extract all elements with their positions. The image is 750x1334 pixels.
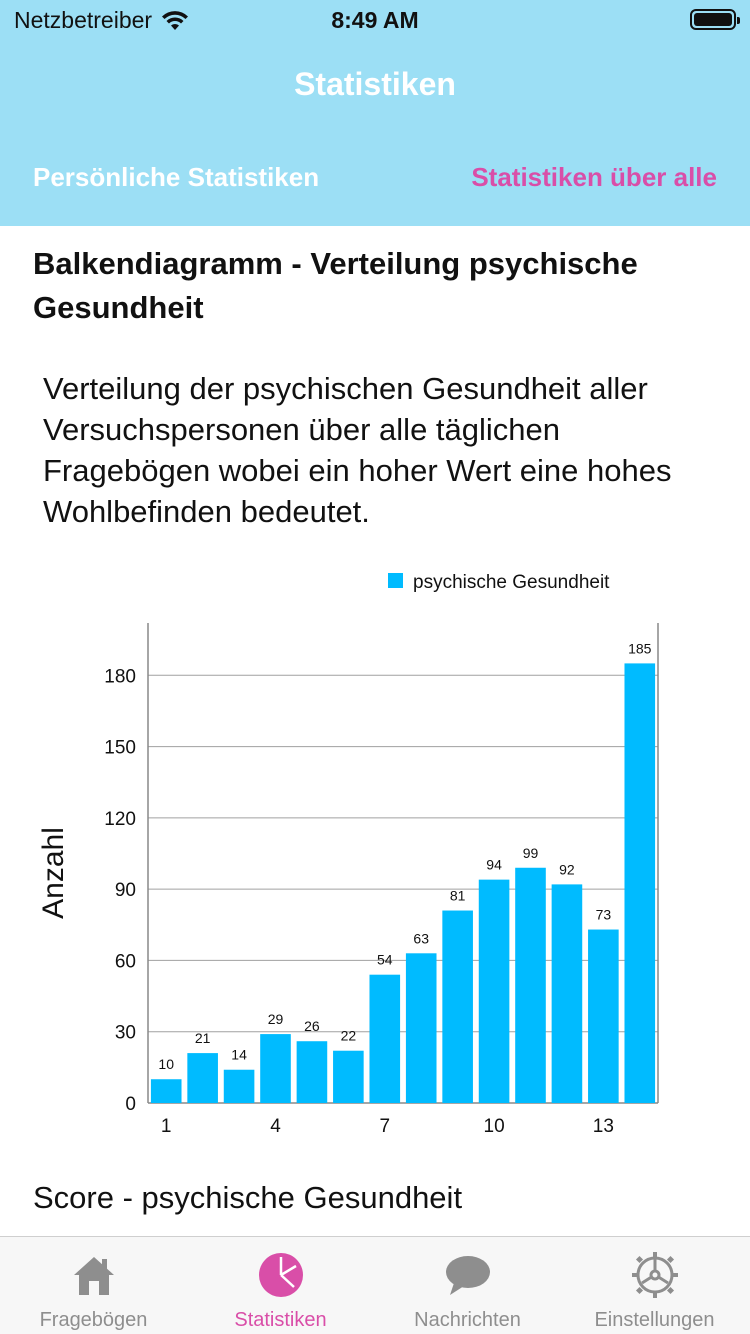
bar-value-label: 14 <box>231 1047 247 1063</box>
bar-value-label: 63 <box>413 930 429 946</box>
tabbar-label: Nachrichten <box>414 1309 521 1331</box>
y-tick-label: 150 <box>104 738 136 759</box>
status-bar: Netzbetreiber 8:49 AM <box>0 0 750 40</box>
section-title: Balkendiagramm - Verteilung psychische G… <box>33 246 638 325</box>
bar-value-label: 94 <box>486 857 502 873</box>
chart-description: Verteilung der psychischen Gesundheit al… <box>43 371 672 529</box>
legend-swatch <box>388 573 403 588</box>
tab-statistics-all[interactable]: Statistiken über alle <box>471 162 717 192</box>
bar-value-label: 185 <box>628 640 652 656</box>
x-tick-label: 7 <box>379 1116 390 1137</box>
carrier: Netzbetreiber <box>14 7 190 34</box>
tabbar-label: Fragebögen <box>39 1309 148 1331</box>
battery-icon <box>690 9 740 30</box>
x-tick-label: 1 <box>161 1116 172 1137</box>
bar-value-label: 21 <box>195 1030 211 1046</box>
x-tick-label: 10 <box>484 1116 505 1137</box>
speech-bubble-icon <box>445 1256 490 1295</box>
x-tick-label: 4 <box>270 1116 281 1137</box>
bar <box>588 929 619 1103</box>
bar <box>150 1079 182 1103</box>
y-tick-label: 180 <box>104 666 136 687</box>
bar <box>223 1069 255 1103</box>
bar <box>333 1050 364 1103</box>
bar-value-label: 10 <box>158 1056 174 1072</box>
bar-value-label: 73 <box>596 907 612 923</box>
x-tick-label: 13 <box>593 1116 614 1137</box>
gear-icon <box>631 1252 678 1298</box>
y-tick-label: 30 <box>115 1023 136 1044</box>
y-tick-label: 90 <box>115 880 136 901</box>
tab-bar: Fragebögen Statistiken Nachrichten <box>0 1236 750 1334</box>
bar <box>187 1053 218 1103</box>
bar <box>515 867 546 1103</box>
bar <box>405 953 437 1103</box>
tabbar-label: Einstellungen <box>594 1309 715 1331</box>
score-section-title: Score - psychische Gesundheit <box>33 1180 463 1215</box>
tabbar-item-fragebogen[interactable]: Fragebögen <box>0 1237 187 1334</box>
tabbar-item-statistiken[interactable]: Statistiken <box>187 1237 374 1334</box>
bar <box>624 663 656 1103</box>
bar-value-label: 99 <box>523 845 539 861</box>
page-title: Statistiken <box>294 66 456 102</box>
house-icon <box>73 1257 114 1295</box>
y-tick-label: 120 <box>104 809 136 830</box>
header: Netzbetreiber 8:49 AM Statistiken Persön… <box>0 0 750 226</box>
tabbar-item-nachrichten[interactable]: Nachrichten <box>374 1237 561 1334</box>
bar-value-label: 54 <box>377 952 393 968</box>
clock: 8:49 AM <box>331 7 419 33</box>
bar-value-label: 22 <box>341 1028 357 1044</box>
bar <box>296 1041 328 1103</box>
y-tick-label: 60 <box>115 951 136 972</box>
wifi-icon <box>162 10 189 30</box>
tabbar-label: Statistiken <box>234 1309 327 1331</box>
bar-value-label: 81 <box>450 888 466 904</box>
bar <box>369 974 401 1103</box>
bar <box>260 1034 291 1103</box>
bar-value-label: 92 <box>559 861 575 877</box>
bar-value-label: 29 <box>268 1011 284 1027</box>
carrier-label: Netzbetreiber <box>14 7 153 33</box>
tab-personal-statistics[interactable]: Persönliche Statistiken <box>33 162 320 192</box>
bar <box>478 879 510 1103</box>
y-tick-label: 0 <box>125 1094 136 1115</box>
tabbar-item-einstellungen[interactable]: Einstellungen <box>561 1237 748 1334</box>
pie-chart-icon <box>258 1253 303 1297</box>
bar <box>442 910 473 1103</box>
y-axis-title: Anzahl <box>37 827 70 919</box>
bar-value-label: 26 <box>304 1018 320 1034</box>
legend-label: psychische Gesundheit <box>413 572 610 593</box>
bar <box>551 884 583 1103</box>
